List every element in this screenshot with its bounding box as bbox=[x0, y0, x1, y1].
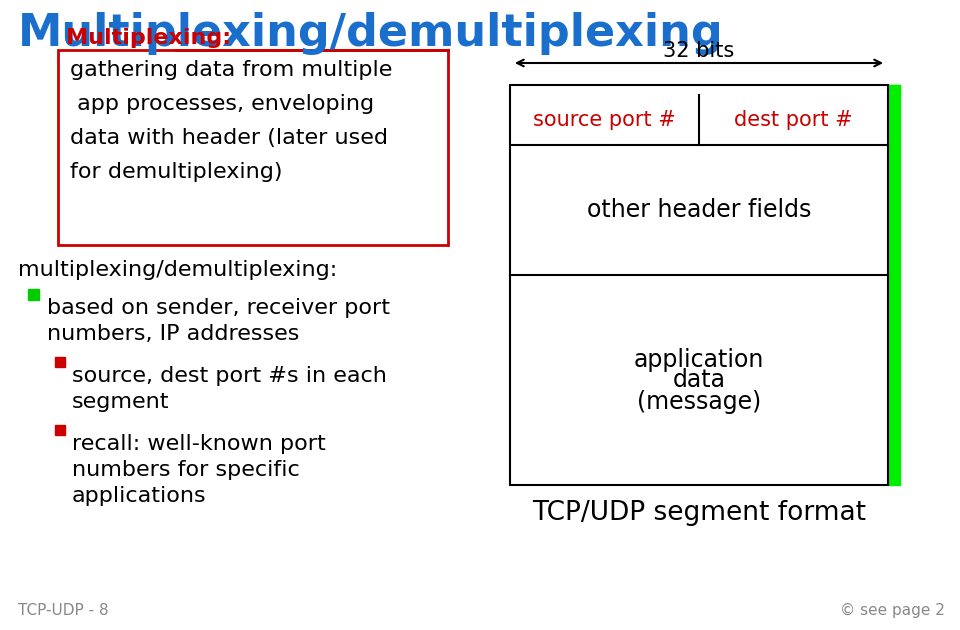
Text: source, dest port #s in each: source, dest port #s in each bbox=[72, 366, 387, 386]
Text: data with header (later used: data with header (later used bbox=[70, 128, 388, 148]
Bar bbox=[888, 85, 900, 485]
Text: © see page 2: © see page 2 bbox=[840, 603, 945, 618]
Text: dest port #: dest port # bbox=[733, 110, 852, 130]
Text: (message): (message) bbox=[636, 390, 761, 414]
Text: based on sender, receiver port: based on sender, receiver port bbox=[47, 298, 390, 318]
Text: source port #: source port # bbox=[533, 110, 676, 130]
Bar bbox=[58, 50, 448, 245]
Text: Multiplexing/demultiplexing: Multiplexing/demultiplexing bbox=[18, 12, 724, 55]
Text: Multiplexing:: Multiplexing: bbox=[66, 28, 231, 48]
Text: TCP-UDP - 8: TCP-UDP - 8 bbox=[18, 603, 108, 618]
Bar bbox=[55, 357, 65, 367]
Text: data: data bbox=[673, 368, 726, 392]
Text: applications: applications bbox=[72, 486, 206, 506]
Text: numbers, IP addresses: numbers, IP addresses bbox=[47, 324, 300, 344]
Bar bbox=[55, 425, 65, 435]
Text: TCP/UDP segment format: TCP/UDP segment format bbox=[532, 500, 866, 526]
Text: other header fields: other header fields bbox=[587, 198, 811, 222]
Text: multiplexing/demultiplexing:: multiplexing/demultiplexing: bbox=[18, 260, 337, 280]
Text: numbers for specific: numbers for specific bbox=[72, 460, 300, 480]
Text: for demultiplexing): for demultiplexing) bbox=[70, 162, 282, 182]
Text: segment: segment bbox=[72, 392, 170, 412]
Text: 32 bits: 32 bits bbox=[663, 41, 734, 61]
Text: app processes, enveloping: app processes, enveloping bbox=[70, 94, 374, 114]
Text: recall: well-known port: recall: well-known port bbox=[72, 434, 325, 454]
Bar bbox=[510, 85, 900, 95]
Bar bbox=[510, 85, 888, 485]
Text: application: application bbox=[634, 348, 764, 372]
Text: gathering data from multiple: gathering data from multiple bbox=[70, 60, 393, 80]
Bar bbox=[28, 289, 39, 300]
